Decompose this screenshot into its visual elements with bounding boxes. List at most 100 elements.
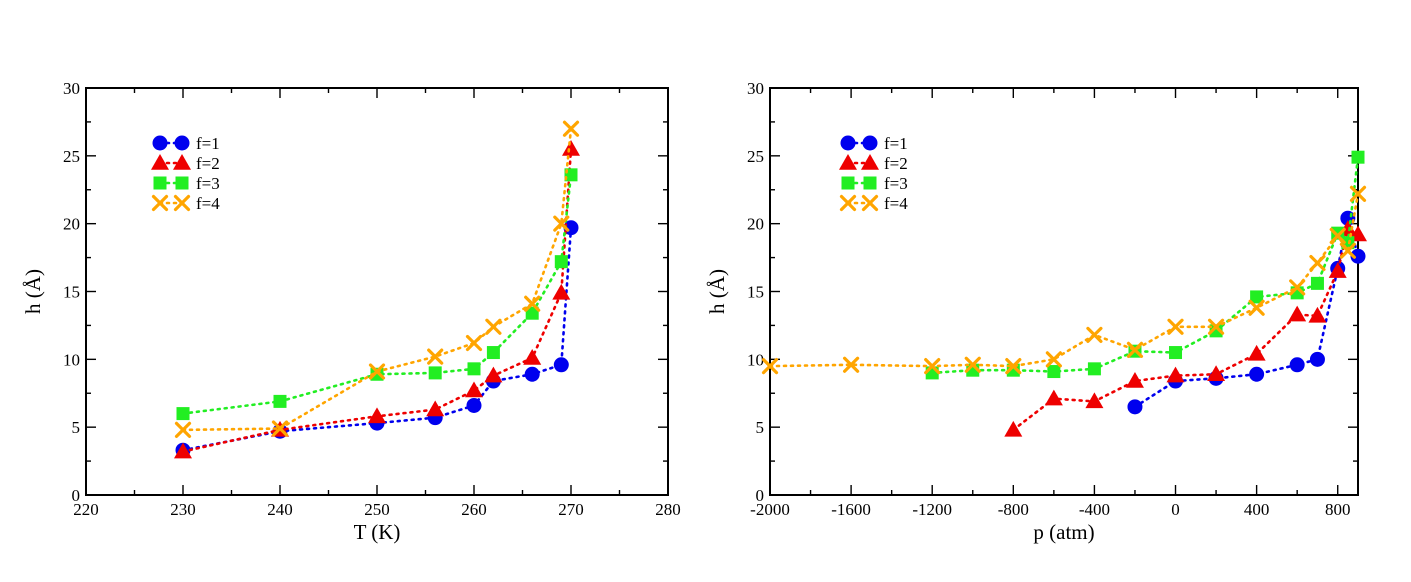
y-tick-label: 30 [747, 79, 764, 98]
x-tick-label: 220 [73, 500, 99, 519]
series-f3-marker-6 [1169, 346, 1183, 360]
legend-label: f=2 [884, 154, 908, 173]
series-f1-marker-5 [1309, 351, 1325, 367]
series-f1-marker-7 [553, 357, 569, 373]
series-f4-marker-5 [485, 318, 502, 335]
y-tick-label: 5 [72, 418, 81, 437]
x-tick-label: -1600 [831, 500, 871, 519]
y-axis-label: h (Å) [21, 269, 45, 314]
legend-label: f=3 [196, 174, 220, 193]
legend-label: f=2 [196, 154, 220, 173]
series-f2-marker-4 [1166, 366, 1185, 383]
series-f4-marker-8 [1167, 318, 1184, 335]
x-tick-label: -2000 [750, 500, 790, 519]
x-tick-label: 0 [1171, 500, 1180, 519]
series-f3-marker-3 [1047, 365, 1061, 379]
series-f2-marker-6 [523, 348, 542, 365]
x-tick-label: -400 [1079, 500, 1110, 519]
series-f4-marker-4 [1005, 358, 1022, 375]
series-f4-marker-10 [1248, 299, 1265, 316]
y-tick-label: 5 [756, 418, 765, 437]
x-axis-label: p (atm) [1033, 520, 1094, 544]
series-f3-marker-13 [1351, 150, 1365, 164]
y-tick-label: 0 [72, 486, 81, 505]
series-f3-marker-4 [1087, 362, 1101, 376]
series-f2-marker-8 [1308, 306, 1327, 323]
legend-entry: f=2 [151, 154, 220, 173]
chart-panel-2: -2000 -1600 -1200 -800 -400 0 400 800 0 5 10 15 20 25… [705, 79, 1367, 544]
legend-entry: f=3 [153, 174, 220, 193]
plot-frame [769, 87, 1359, 496]
legend-marker-0b [862, 135, 878, 151]
series-f3 [176, 168, 578, 421]
series-f2 [174, 140, 580, 459]
legend-marker-1b [173, 154, 191, 170]
legend-marker-0b [174, 135, 190, 151]
x-tick-label: 270 [558, 500, 584, 519]
series-f2-marker-3 [1125, 372, 1144, 388]
legend-label: f=4 [196, 194, 220, 213]
series-f1-marker-4 [466, 397, 482, 413]
series-f1-marker-3 [1249, 366, 1265, 382]
legend-label: f=1 [884, 134, 908, 153]
legend-marker-1b [861, 154, 879, 170]
series-line [930, 155, 1360, 375]
series-f4-marker-12 [1309, 254, 1326, 272]
series-f3-marker-1 [273, 394, 287, 408]
x-tick-label: 230 [170, 500, 196, 519]
x-tick-label: 400 [1244, 500, 1270, 519]
series-f4-marker-7 [1126, 341, 1144, 358]
series-f4-marker-6 [524, 295, 541, 312]
legend-marker-2a [153, 176, 167, 190]
legend-marker-0a [840, 135, 856, 151]
series-line [768, 192, 1360, 368]
y-tick-label: 0 [756, 486, 765, 505]
legend-marker-2a [841, 176, 855, 190]
series-f2-marker-9 [1328, 262, 1347, 278]
series-f4-marker-0 [174, 421, 192, 438]
legend-entry: f=4 [839, 194, 908, 213]
legend-marker-3b [861, 194, 879, 212]
series-f1-marker-8 [1350, 248, 1366, 264]
y-tick-label: 15 [63, 283, 80, 302]
series-f3-marker-3 [428, 366, 442, 380]
series-f4-marker-5 [1045, 351, 1062, 368]
series-f2-marker-8 [562, 140, 580, 156]
legend-marker-3a [151, 194, 169, 212]
series-f4-marker-4 [465, 334, 483, 352]
legend-marker-2b [863, 176, 877, 190]
series-f2-marker-0 [174, 442, 192, 459]
y-tick-label: 10 [63, 350, 80, 369]
legend-label: f=1 [196, 134, 220, 153]
x-tick-label: 280 [655, 500, 681, 519]
legend: f=1f=2f=3f=4 [151, 134, 220, 213]
legend-entry: f=4 [151, 194, 220, 213]
series-f2-marker-2 [368, 407, 386, 424]
y-tick-label: 25 [747, 147, 764, 166]
series-f1-marker-4 [1289, 357, 1305, 373]
series-f4-marker-9 [1207, 318, 1225, 335]
series-f2-marker-0 [1004, 420, 1023, 437]
x-tick-label: -800 [998, 500, 1029, 519]
series-f4-marker-2 [924, 358, 941, 375]
y-tick-label: 15 [747, 283, 764, 302]
legend-marker-1a [151, 154, 169, 170]
y-tick-label: 10 [747, 350, 764, 369]
series-f2-marker-7 [552, 283, 571, 300]
series-f3-marker-7 [554, 255, 568, 269]
legend-marker-1a [839, 154, 857, 170]
series-f4-marker-8 [562, 120, 580, 137]
series-f3-marker-6 [525, 306, 539, 320]
series-line [181, 147, 573, 453]
series-f2-marker-4 [465, 381, 483, 398]
x-tick-label: 260 [461, 500, 487, 519]
y-tick-label: 20 [63, 215, 80, 234]
series-line [1012, 227, 1360, 432]
series-f4-marker-0 [761, 358, 779, 375]
series-f2 [1004, 220, 1367, 437]
series-f4-marker-2 [368, 363, 386, 380]
series-f3-marker-5 [486, 346, 500, 360]
series-f4-marker-14 [1339, 242, 1356, 259]
series-f2-marker-2 [1085, 392, 1104, 409]
series-line [181, 127, 573, 432]
